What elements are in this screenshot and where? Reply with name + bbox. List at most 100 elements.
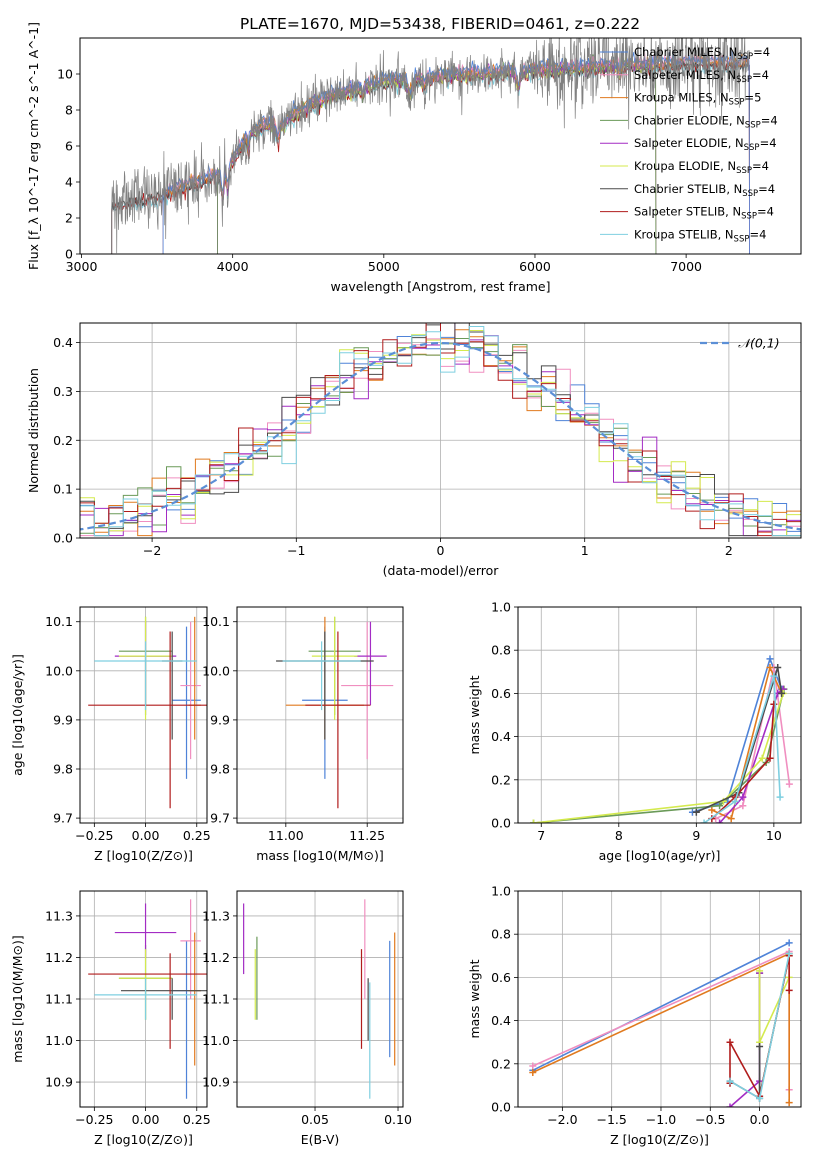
spectrum-ytick-label: 2 xyxy=(65,211,73,226)
mass-weight-vs-age-xtick-label: 8 xyxy=(615,828,623,843)
mass-weight-vs-age-marker xyxy=(766,663,774,671)
mass-weight-vs-Z-series-line xyxy=(758,970,790,1043)
residuals-ylabel: Normed distribution xyxy=(26,368,41,493)
mass-weight-vs-Z-frame xyxy=(517,890,802,1108)
mass-vs-ebv-ytick-label: 10.9 xyxy=(202,1075,230,1090)
legend-entry: Salpeter ELODIE, NSSP=4 xyxy=(634,136,777,153)
mass-weight-vs-age-ytick-label: 0.4 xyxy=(491,729,511,744)
residuals-plot-area xyxy=(80,323,801,537)
mass-vs-ebv-plot-area xyxy=(243,899,396,1099)
spectrum-ytick-label: 0 xyxy=(65,247,73,262)
mass-weight-vs-age-ylabel: mass weight xyxy=(467,675,482,754)
spectrum-xtick-label: 7000 xyxy=(670,259,702,274)
mass-vs-ebv-xtick-label: 0.05 xyxy=(301,1112,329,1127)
mass-weight-vs-age-xlabel: age [log10(age/yr)] xyxy=(599,848,721,863)
spectrum-ytick-label: 6 xyxy=(65,139,73,154)
mass-weight-vs-age-marker xyxy=(739,802,747,810)
mass-vs-ebv-ytick-label: 11.2 xyxy=(202,950,230,965)
age-vs-Z-ytick-label: 10.0 xyxy=(45,663,73,678)
legend-entry: Kroupa MILES, NSSP=5 xyxy=(634,91,761,108)
legend-entry: Kroupa ELODIE, NSSP=4 xyxy=(634,159,769,176)
mass-weight-vs-Z-xtick-label: −2.0 xyxy=(547,1112,577,1127)
mass-vs-Z-ylabel: mass [log10(M/M⊙)] xyxy=(10,935,25,1063)
legend-entry: Chabrier STELIB, NSSP=4 xyxy=(634,182,775,199)
mass-weight-vs-age-marker xyxy=(766,754,774,762)
mass-weight-vs-Z-ytick-label: 0.0 xyxy=(491,1100,511,1115)
mass-weight-vs-Z-marker xyxy=(529,1062,537,1070)
age-vs-mass-ytick-label: 9.7 xyxy=(210,811,230,826)
mass-vs-Z-ytick-label: 11.2 xyxy=(45,950,73,965)
legend-entry: Chabrier MILES, NSSP=4 xyxy=(634,45,770,62)
mass-vs-ebv-xtick-label: 0.10 xyxy=(384,1112,412,1127)
spectrum-data-line xyxy=(111,38,750,254)
age-vs-mass-ytick-label: 9.9 xyxy=(210,712,230,727)
residuals-legend: 𝒩(0,1) xyxy=(700,336,780,351)
mass-weight-vs-Z-ytick-label: 0.8 xyxy=(491,927,511,942)
mass-weight-vs-age-marker xyxy=(716,819,724,823)
residuals-xlabel: (data-model)/error xyxy=(383,563,500,578)
residuals-ytick-label: 0.3 xyxy=(53,384,73,399)
age-vs-mass-ytick-label: 10.0 xyxy=(202,663,230,678)
mass-weight-vs-age-series-line xyxy=(711,665,783,820)
mass-weight-vs-Z-marker xyxy=(726,1038,734,1046)
spectrum-xtick-label: 3000 xyxy=(66,259,98,274)
mass-weight-vs-age-marker xyxy=(530,819,538,823)
residuals-ytick-label: 0.4 xyxy=(53,335,73,350)
mass-weight-vs-age-ytick-label: 0.8 xyxy=(491,643,511,658)
mass-vs-ebv-ytick-label: 11.3 xyxy=(202,908,230,923)
mass-vs-ebv-xlabel: E(B-V) xyxy=(301,1132,340,1147)
age-vs-mass-xtick-label: 11.00 xyxy=(268,828,304,843)
spectrum-xtick-label: 5000 xyxy=(368,259,400,274)
spectrum-plot-area xyxy=(111,38,750,254)
mass-weight-vs-age-marker xyxy=(770,672,778,680)
mass-weight-vs-age-marker xyxy=(708,806,716,814)
spectrum-panel: 3000 4000 5000 6000 7000 0 2 4 6 8 10 wavelength [A… xyxy=(26,22,802,294)
age-vs-mass-plot-area xyxy=(276,616,394,809)
legend-entry: Salpeter MILES, NSSP=4 xyxy=(634,68,769,85)
age-vs-mass-ytick-label: 10.1 xyxy=(202,614,230,629)
mass-vs-Z-xlabel: Z [log10(Z/Z⊙)] xyxy=(94,1132,193,1147)
age-vs-Z-ytick-label: 10.1 xyxy=(45,614,73,629)
mass-weight-vs-Z-marker xyxy=(785,986,793,994)
mass-weight-vs-age-xtick-label: 7 xyxy=(537,828,545,843)
mass-weight-vs-age-marker xyxy=(778,689,786,697)
mass-weight-vs-Z-ytick-label: 0.6 xyxy=(491,970,511,985)
mass-weight-vs-Z-ytick-label: 0.2 xyxy=(491,1056,511,1071)
mass-vs-ebv-ytick-label: 11.0 xyxy=(202,1033,230,1048)
mass-weight-vs-age-series-line xyxy=(533,688,785,823)
mass-weight-vs-age-marker xyxy=(700,819,708,823)
residuals-xtick-label: −1 xyxy=(287,543,305,558)
spectrum-xtick-label: 6000 xyxy=(519,259,551,274)
mass-weight-vs-Z-marker xyxy=(756,967,764,975)
mass-weight-vs-Z-marker xyxy=(785,1099,793,1107)
mass-weight-vs-Z-xtick-label: −0.5 xyxy=(695,1112,725,1127)
residuals-xtick-label: 2 xyxy=(725,543,733,558)
mass-weight-vs-age-ytick-label: 0.6 xyxy=(491,686,511,701)
mass-weight-vs-age-plot-area xyxy=(530,655,793,823)
mass-weight-vs-age-marker xyxy=(731,797,739,805)
age-vs-Z-ytick-label: 9.8 xyxy=(53,762,73,777)
mass-weight-vs-Z-marker xyxy=(529,1068,537,1076)
mass-weight-vs-Z-marker xyxy=(756,1094,764,1102)
mass-weight-vs-Z-marker xyxy=(726,1103,734,1107)
age-vs-Z-plot-area xyxy=(88,616,207,809)
age-vs-mass-frame xyxy=(236,606,404,824)
mass-weight-vs-age-marker xyxy=(774,663,782,671)
mass-weight-vs-Z-xtick-label: −1.5 xyxy=(596,1112,626,1127)
spectrum-xtick-label: 4000 xyxy=(217,259,249,274)
figure-title: PLATE=1670, MJD=53438, FIBERID=0461, z=0… xyxy=(240,15,640,33)
age-vs-mass-panel: 11.00 11.25 9.7 9.8 9.9 10.0 10.1 mass [log10(M… xyxy=(202,606,404,863)
mass-weight-vs-age-ytick-label: 1.0 xyxy=(491,600,511,615)
age-vs-Z-panel: −0.25 0.00 0.25 9.7 9.8 9.9 10.0 10.1 Z [log10(Z… xyxy=(10,606,211,863)
residual-histogram-6 xyxy=(80,323,801,537)
mass-weight-vs-age-xtick-label: 10 xyxy=(766,828,782,843)
mass-weight-vs-age-marker xyxy=(758,754,766,762)
mass-vs-ebv-ytick-label: 11.1 xyxy=(202,992,230,1007)
mass-vs-Z-ytick-label: 11.1 xyxy=(45,992,73,1007)
mass-vs-Z-ytick-label: 11.0 xyxy=(45,1033,73,1048)
legend-entry: 𝒩(0,1) xyxy=(738,336,780,351)
spectrum-model-line xyxy=(162,53,750,254)
mass-weight-vs-Z-ylabel: mass weight xyxy=(467,959,482,1038)
residuals-xtick-label: −2 xyxy=(143,543,161,558)
spectrum-model-line xyxy=(162,51,750,254)
